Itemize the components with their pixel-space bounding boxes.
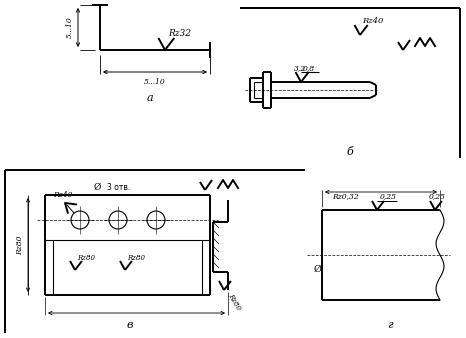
Text: 0,25: 0,25 [380,192,397,200]
Text: Rz80: Rz80 [127,254,145,262]
Text: Rz40: Rz40 [362,17,384,25]
Text: Ø: Ø [93,183,101,192]
Text: 0,8: 0,8 [303,64,315,72]
Text: б: б [347,147,353,157]
Text: г: г [387,320,393,330]
Text: 5...10: 5...10 [144,78,166,86]
Text: в: в [127,320,133,330]
Text: Rz80: Rz80 [16,235,24,255]
Text: а: а [147,93,153,103]
Text: Rz80: Rz80 [77,254,95,262]
Text: Rz32: Rz32 [168,28,191,38]
Text: 3,2: 3,2 [294,64,306,72]
Text: Rz40: Rz40 [53,191,73,199]
Text: 5...10: 5...10 [66,17,74,39]
Text: 3 отв.: 3 отв. [107,183,130,192]
Text: Ø: Ø [313,265,321,273]
Text: Rz0,32: Rz0,32 [332,192,359,200]
Text: 0,25: 0,25 [429,192,446,200]
Text: Rz80: Rz80 [226,292,242,312]
